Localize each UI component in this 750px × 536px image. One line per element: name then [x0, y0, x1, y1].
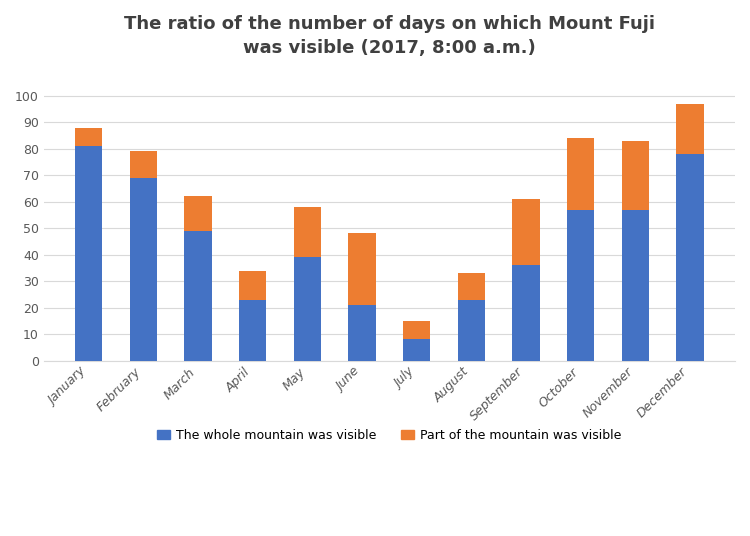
Bar [676, 103, 703, 154]
Bar [184, 231, 211, 361]
Bar [622, 141, 649, 210]
Bar [512, 265, 540, 361]
Bar [75, 146, 103, 361]
Title: The ratio of the number of days on which Mount Fuji
was visible (2017, 8:00 a.m.: The ratio of the number of days on which… [124, 15, 655, 57]
Bar [349, 305, 376, 361]
Bar [75, 128, 103, 146]
Bar [458, 300, 485, 361]
Bar [676, 154, 703, 361]
Bar [403, 321, 430, 339]
Bar [294, 207, 321, 257]
Bar [239, 300, 266, 361]
Bar [622, 210, 649, 361]
Bar [130, 151, 158, 178]
Bar [239, 271, 266, 300]
Bar [130, 178, 158, 361]
Bar [567, 138, 594, 210]
Bar [403, 339, 430, 361]
Bar [458, 273, 485, 300]
Legend: The whole mountain was visible, Part of the mountain was visible: The whole mountain was visible, Part of … [158, 429, 622, 442]
Bar [349, 234, 376, 305]
Bar [512, 199, 540, 265]
Bar [294, 257, 321, 361]
Bar [184, 196, 211, 231]
Bar [567, 210, 594, 361]
